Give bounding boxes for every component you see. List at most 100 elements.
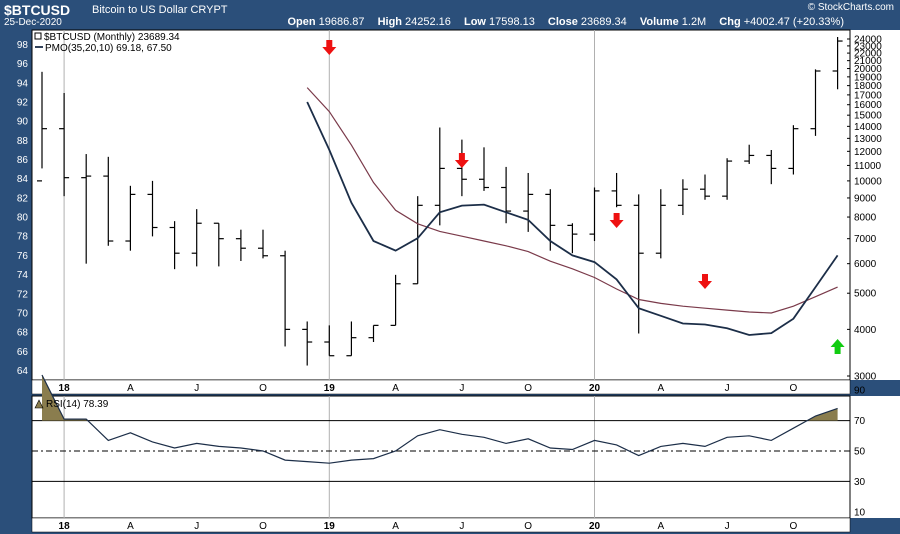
rsi-x-tick-label: 18 (59, 521, 71, 532)
chg-value: +4002.47 (+20.33%) (743, 16, 844, 28)
price-bar (324, 325, 335, 357)
price-bar (147, 180, 158, 237)
chart-date: 25-Dec-2020 (4, 17, 62, 28)
description-text: Bitcoin to US Dollar (92, 4, 188, 16)
left-tick-label: 76 (17, 251, 29, 262)
price-bar (700, 174, 710, 200)
left-tick-label: 72 (17, 289, 29, 300)
right-tick-label: 12000 (854, 147, 882, 158)
right-tick-label: 5000 (854, 289, 877, 300)
right-tick-label: 23000 (854, 41, 882, 52)
right-tick-label: 9000 (854, 193, 877, 204)
rsi-legend: RSI(14) 78.39 (34, 399, 109, 410)
left-tick-label: 98 (17, 40, 29, 51)
right-tick-label: 19000 (854, 72, 882, 83)
price-bar (37, 71, 47, 182)
right-tick-label: 15000 (854, 111, 882, 122)
price-bar (766, 149, 777, 185)
right-tick-label: 24000 (854, 35, 882, 46)
exchange-text: CRYPT (190, 4, 228, 16)
left-tick-label: 80 (17, 213, 29, 224)
sell-arrow-icon (322, 40, 337, 55)
price-bar (788, 125, 799, 175)
right-tick-label: 21000 (854, 56, 882, 67)
left-tick-label: 86 (17, 155, 29, 166)
price-panel (31, 29, 851, 381)
price-bar (523, 172, 534, 232)
left-tick-label: 70 (17, 308, 29, 319)
x-tick-label: A (392, 383, 399, 394)
price-x-axis-bar (31, 379, 851, 395)
rsi-tick-label: 90 (854, 386, 866, 397)
rsi-x-tick-label: O (259, 521, 267, 532)
rsi-x-tick-label: 20 (589, 521, 601, 532)
price-bar (235, 229, 246, 261)
left-tick-label: 88 (17, 136, 29, 147)
close-value: 23689.34 (580, 16, 627, 28)
right-tick-label: 13000 (854, 134, 882, 145)
price-bar (169, 221, 180, 270)
sell-arrow-icon (454, 153, 469, 168)
buy-arrow-icon (830, 339, 845, 354)
rsi-x-tick-label: J (459, 521, 464, 532)
price-legend-box (34, 32, 42, 40)
right-tick-label: 17000 (854, 90, 882, 101)
price-bar (744, 144, 755, 164)
left-tick-label: 64 (17, 366, 29, 377)
rsi-x-tick-label: A (392, 521, 399, 532)
x-tick-label: 18 (59, 383, 71, 394)
right-tick-label: 20000 (854, 64, 882, 75)
price-bar (302, 321, 313, 366)
x-tick-label: O (259, 383, 267, 394)
right-tick-label: 11000 (854, 161, 882, 172)
right-tick-label: 10000 (854, 176, 882, 187)
volume-value: 1.2M (681, 16, 707, 28)
rsi-tick-label: 10 (854, 507, 866, 518)
price-bar (258, 229, 268, 259)
ohlc-readout: Open 19686.87 High 24252.16 Low 17598.13 Cl… (287, 16, 844, 28)
price-bar (479, 147, 489, 191)
price-bar (59, 92, 70, 197)
right-axis-bg (850, 30, 900, 380)
x-tick-label: J (194, 383, 199, 394)
right-tick-label: 4000 (854, 325, 877, 336)
left-tick-label: 82 (17, 193, 29, 204)
price-bar (103, 156, 114, 246)
rsi-x-tick-label: J (725, 521, 730, 532)
rsi-x-tick-label: J (194, 521, 199, 532)
right-tick-label: 14000 (854, 122, 882, 133)
x-tick-label: 19 (324, 383, 336, 394)
right-tick-label: 22000 (854, 49, 882, 60)
price-bar (633, 194, 644, 334)
price-bar (589, 187, 600, 242)
price-bar (191, 209, 202, 267)
left-tick-label: 66 (17, 347, 29, 358)
price-bar (722, 158, 733, 200)
sell-arrow-icon (698, 274, 712, 289)
right-tick-label: 7000 (854, 234, 877, 245)
rsi-line (41, 374, 838, 464)
rsi-x-axis-bar (31, 517, 851, 533)
high-label: High (377, 16, 403, 28)
rsi-tick-label: 30 (854, 477, 866, 488)
price-bar (611, 172, 622, 208)
rsi-legend-label: RSI(14) 78.39 (46, 399, 109, 410)
high-value: 24252.16 (405, 16, 451, 28)
right-tick-label: 6000 (854, 259, 877, 270)
price-bar (567, 223, 578, 254)
rsi-x-tick-label: A (657, 521, 664, 532)
x-tick-label: O (524, 383, 532, 394)
price-bar (81, 154, 92, 264)
price-bar (125, 185, 136, 251)
left-tick-label: 68 (17, 328, 29, 339)
x-tick-label: 20 (589, 383, 601, 394)
price-bar (368, 324, 379, 343)
rsi-legend-icon (34, 399, 44, 409)
right-tick-label: 16000 (854, 100, 882, 111)
price-bar (346, 321, 357, 357)
left-tick-label: 96 (17, 59, 29, 70)
x-tick-label: J (459, 383, 464, 394)
x-tick-label: A (657, 383, 664, 394)
